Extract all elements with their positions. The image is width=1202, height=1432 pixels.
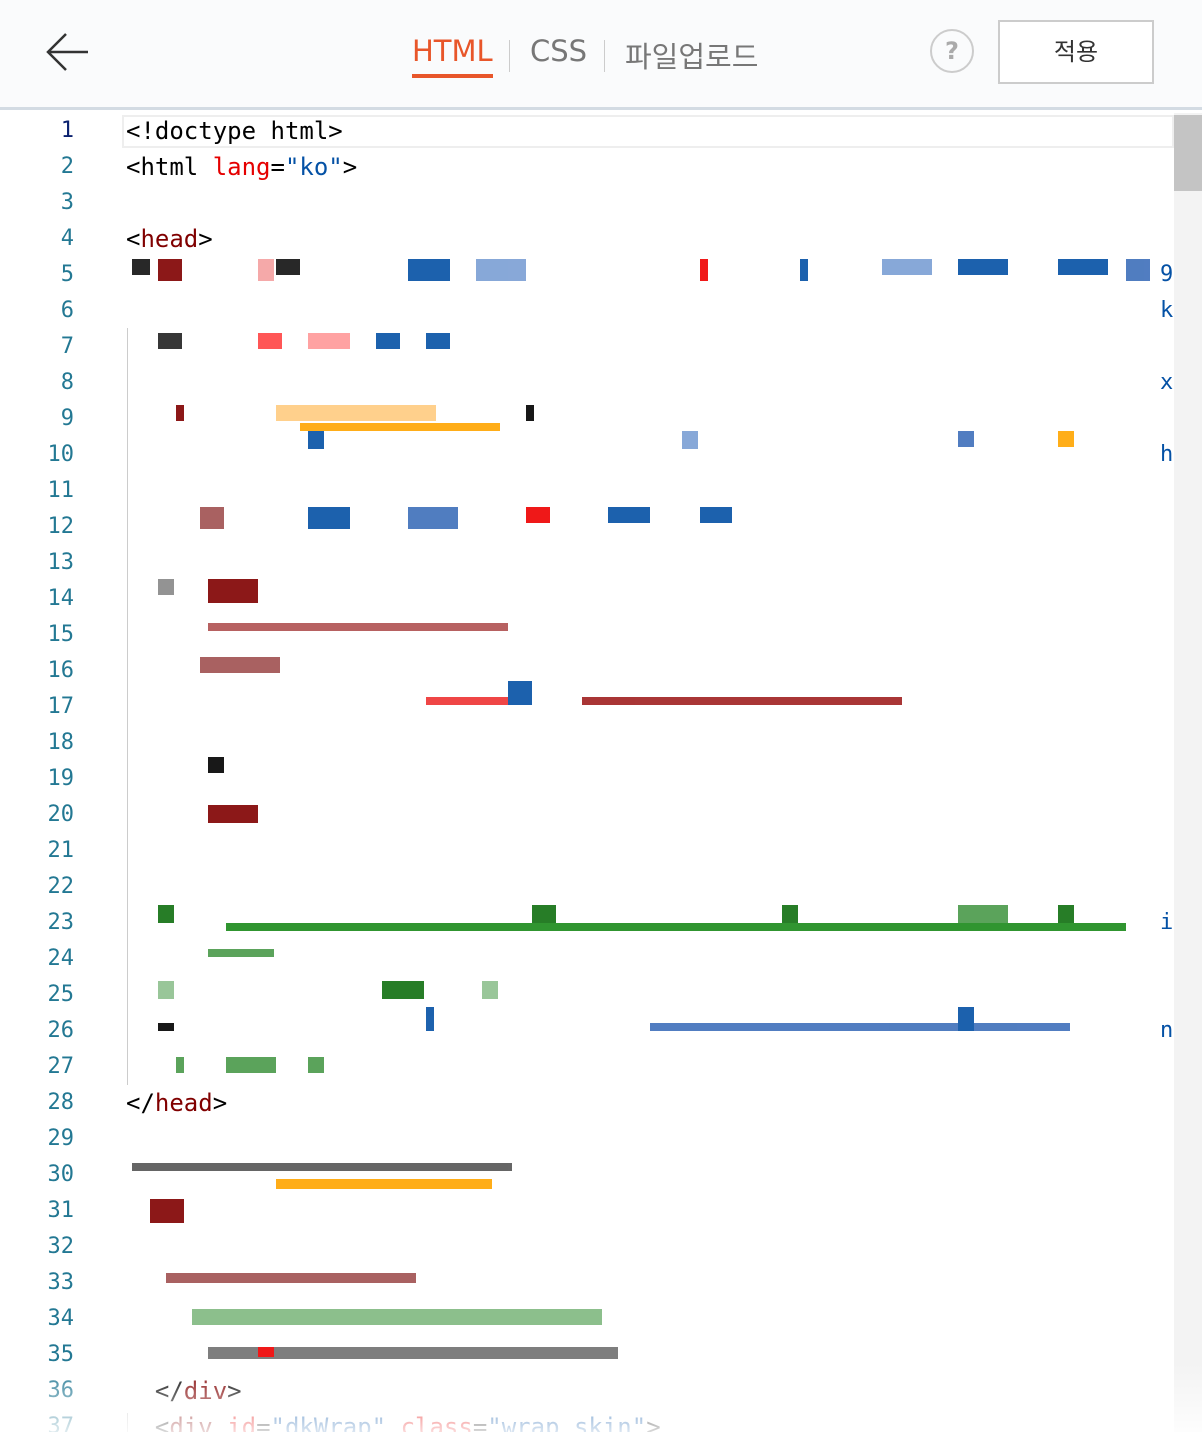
tab[interactable]: HTML <box>412 34 493 78</box>
line-number: 23 <box>47 910 75 935</box>
line-number: 5 <box>60 262 74 287</box>
line-number: 17 <box>47 694 75 719</box>
line-number: 8 <box>60 370 74 395</box>
code-line: <html lang="ko"> <box>126 149 357 185</box>
line-number: 13 <box>47 550 75 575</box>
line-number: 12 <box>47 514 75 539</box>
help-button[interactable]: ? <box>930 29 974 73</box>
code-line: </head> <box>126 1085 227 1121</box>
line-number: 27 <box>47 1054 75 1079</box>
line-number: 25 <box>47 982 75 1007</box>
apply-button[interactable]: 적용 <box>998 20 1154 84</box>
line-number: 33 <box>47 1270 75 1295</box>
line-number: 11 <box>47 478 75 503</box>
line-number: 14 <box>47 586 75 611</box>
line-number: 29 <box>47 1126 75 1151</box>
line-number: 15 <box>47 622 75 647</box>
code-token: head <box>140 225 199 253</box>
toolbar: HTML CSS 파일업로드 ? 적용 <box>0 0 1202 110</box>
line-number: 4 <box>60 226 74 251</box>
bottom-fade <box>0 1363 1202 1432</box>
code-token: <!doctype html> <box>126 117 343 145</box>
tab[interactable]: CSS <box>530 34 588 68</box>
code-token: > <box>198 225 213 253</box>
line-number: 35 <box>47 1342 75 1367</box>
line-number: 16 <box>47 658 75 683</box>
line-number: 18 <box>47 730 75 755</box>
line-number: 21 <box>47 838 75 863</box>
line-number: 3 <box>60 190 74 215</box>
code-token: lang <box>212 153 271 181</box>
code-token: </ <box>126 1089 155 1117</box>
code-token: <html <box>126 153 213 181</box>
back-button[interactable] <box>44 28 94 78</box>
code-token: > <box>212 1089 228 1117</box>
code-token: head <box>154 1089 213 1117</box>
separator <box>604 40 605 72</box>
code-token: = <box>270 153 285 181</box>
code-token: > <box>342 153 358 181</box>
line-number: 19 <box>47 766 75 791</box>
line-number: 6 <box>60 298 74 323</box>
scrollbar-thumb[interactable] <box>1174 115 1202 191</box>
scrollbar-track <box>1174 113 1202 1432</box>
obscured-code <box>127 259 1150 1432</box>
line-number: 30 <box>47 1162 75 1187</box>
separator <box>509 40 510 72</box>
line-number: 10 <box>47 442 75 467</box>
line-number: 9 <box>60 406 74 431</box>
line-number: 26 <box>47 1018 75 1043</box>
line-number: 7 <box>60 334 74 359</box>
line-number: 34 <box>47 1306 75 1331</box>
line-number: 22 <box>47 874 75 899</box>
code-token: < <box>126 225 141 253</box>
code-line: <head> <box>126 221 213 257</box>
line-number: 24 <box>47 946 75 971</box>
line-number: 20 <box>47 802 75 827</box>
code-editor: 1 <!doctype html> 2 <html lang="ko"> 3 4 <head… <box>0 113 1202 1432</box>
tab[interactable]: 파일업로드 <box>625 40 759 74</box>
code-line: <!doctype html> <box>126 113 343 149</box>
line-number: 2 <box>60 154 74 179</box>
current-line <box>122 115 1174 148</box>
line-number: 28 <box>47 1090 75 1115</box>
line-number: 1 <box>60 118 74 143</box>
line-number: 31 <box>47 1198 75 1223</box>
line-number: 32 <box>47 1234 75 1259</box>
code-token: "ko" <box>284 153 343 181</box>
